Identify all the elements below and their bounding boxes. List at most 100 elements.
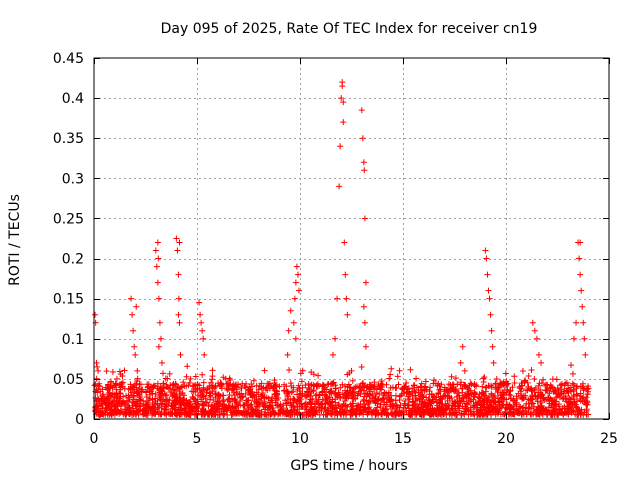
data-point (484, 271, 491, 278)
data-point-baseline (339, 403, 346, 410)
data-point-baseline (412, 389, 419, 396)
data-point-baseline (443, 405, 450, 412)
data-point-baseline (326, 399, 333, 406)
data-point (340, 119, 347, 126)
data-point-baseline (573, 391, 580, 398)
data-point-baseline (220, 410, 227, 417)
data-point-baseline (427, 411, 434, 418)
data-point (487, 311, 494, 318)
data-point-baseline (486, 405, 493, 412)
data-point-baseline (345, 381, 352, 388)
data-point-baseline (441, 410, 448, 417)
data-point-baseline (473, 408, 480, 415)
data-point-baseline (533, 408, 540, 415)
data-point-baseline (511, 402, 518, 409)
data-point-baseline (172, 394, 179, 401)
data-point-baseline (162, 392, 169, 399)
data-point-baseline (534, 398, 541, 405)
data-point-baseline (366, 404, 373, 411)
data-point-baseline (279, 410, 286, 417)
data-point-baseline (226, 381, 233, 388)
data-point (485, 287, 492, 294)
data-point-baseline (505, 380, 512, 387)
data-point-baseline (108, 393, 115, 400)
data-point-baseline (422, 378, 429, 385)
data-point-baseline (488, 384, 495, 391)
data-point-baseline (449, 405, 456, 412)
data-point-baseline (197, 393, 204, 400)
data-point-baseline (490, 409, 497, 416)
data-point-baseline (405, 385, 412, 392)
data-point-baseline (446, 393, 453, 400)
data-point (362, 343, 369, 350)
data-point-baseline (220, 374, 227, 381)
data-point-baseline (259, 392, 266, 399)
data-point-baseline (427, 406, 434, 413)
data-point-baseline (145, 383, 152, 390)
data-point-baseline (471, 382, 478, 389)
data-point (360, 303, 367, 310)
data-point-baseline (225, 396, 232, 403)
data-point-baseline (507, 387, 514, 394)
data-point-baseline (366, 398, 373, 405)
data-point-baseline (140, 400, 147, 407)
data-point-baseline (583, 401, 590, 408)
data-point-baseline (92, 403, 99, 410)
data-point-baseline (112, 403, 119, 410)
data-point-baseline (121, 401, 128, 408)
data-point (576, 255, 583, 262)
data-point-baseline (548, 383, 555, 390)
data-point-baseline (332, 385, 339, 392)
data-point-baseline (577, 390, 584, 397)
data-point-baseline (290, 384, 297, 391)
y-axis-label: ROTI / TECUs (7, 194, 23, 286)
data-point-baseline (120, 411, 127, 418)
data-point-baseline (245, 397, 252, 404)
data-point-baseline (313, 399, 320, 406)
data-point-baseline (124, 406, 131, 413)
data-point-baseline (116, 397, 123, 404)
data-point-baseline (401, 390, 408, 397)
data-point-baseline (130, 392, 137, 399)
data-point-baseline (172, 387, 179, 394)
data-point-baseline (371, 386, 378, 393)
data-point-baseline (528, 387, 535, 394)
y-tick-label: 0 (75, 412, 84, 428)
data-point-baseline (497, 381, 504, 388)
data-point-baseline (562, 395, 569, 402)
data-point-baseline (283, 388, 290, 395)
data-point-baseline (418, 401, 425, 408)
data-point-baseline (387, 392, 394, 399)
data-point-baseline (450, 381, 457, 388)
data-point-baseline (302, 382, 309, 389)
data-point-baseline (291, 411, 298, 418)
data-point-baseline (484, 411, 491, 418)
data-point-baseline (193, 403, 200, 410)
data-point-baseline (200, 409, 207, 416)
x-tick-label: 10 (291, 431, 309, 447)
data-point-baseline (339, 391, 346, 398)
data-point (290, 319, 297, 326)
data-point-baseline (427, 384, 434, 391)
data-point-baseline (209, 411, 216, 418)
data-point-baseline (253, 399, 260, 406)
data-point-baseline (543, 387, 550, 394)
data-point-baseline (131, 382, 138, 389)
data-point-baseline (409, 399, 416, 406)
data-point-baseline (448, 373, 455, 380)
data-point (361, 215, 368, 222)
data-point (199, 327, 206, 334)
data-point-baseline (140, 406, 147, 413)
data-point-baseline (299, 384, 306, 391)
data-point-baseline (483, 399, 490, 406)
data-point-baseline (136, 385, 143, 392)
data-point-baseline (417, 383, 424, 390)
data-point-baseline (411, 382, 418, 389)
data-point-baseline (414, 407, 421, 414)
data-point-baseline (553, 398, 560, 405)
data-point-baseline (105, 391, 112, 398)
data-point-baseline (137, 407, 144, 414)
y-tick-label: 0.15 (53, 292, 84, 308)
data-point (129, 311, 136, 318)
data-point-baseline (246, 384, 253, 391)
